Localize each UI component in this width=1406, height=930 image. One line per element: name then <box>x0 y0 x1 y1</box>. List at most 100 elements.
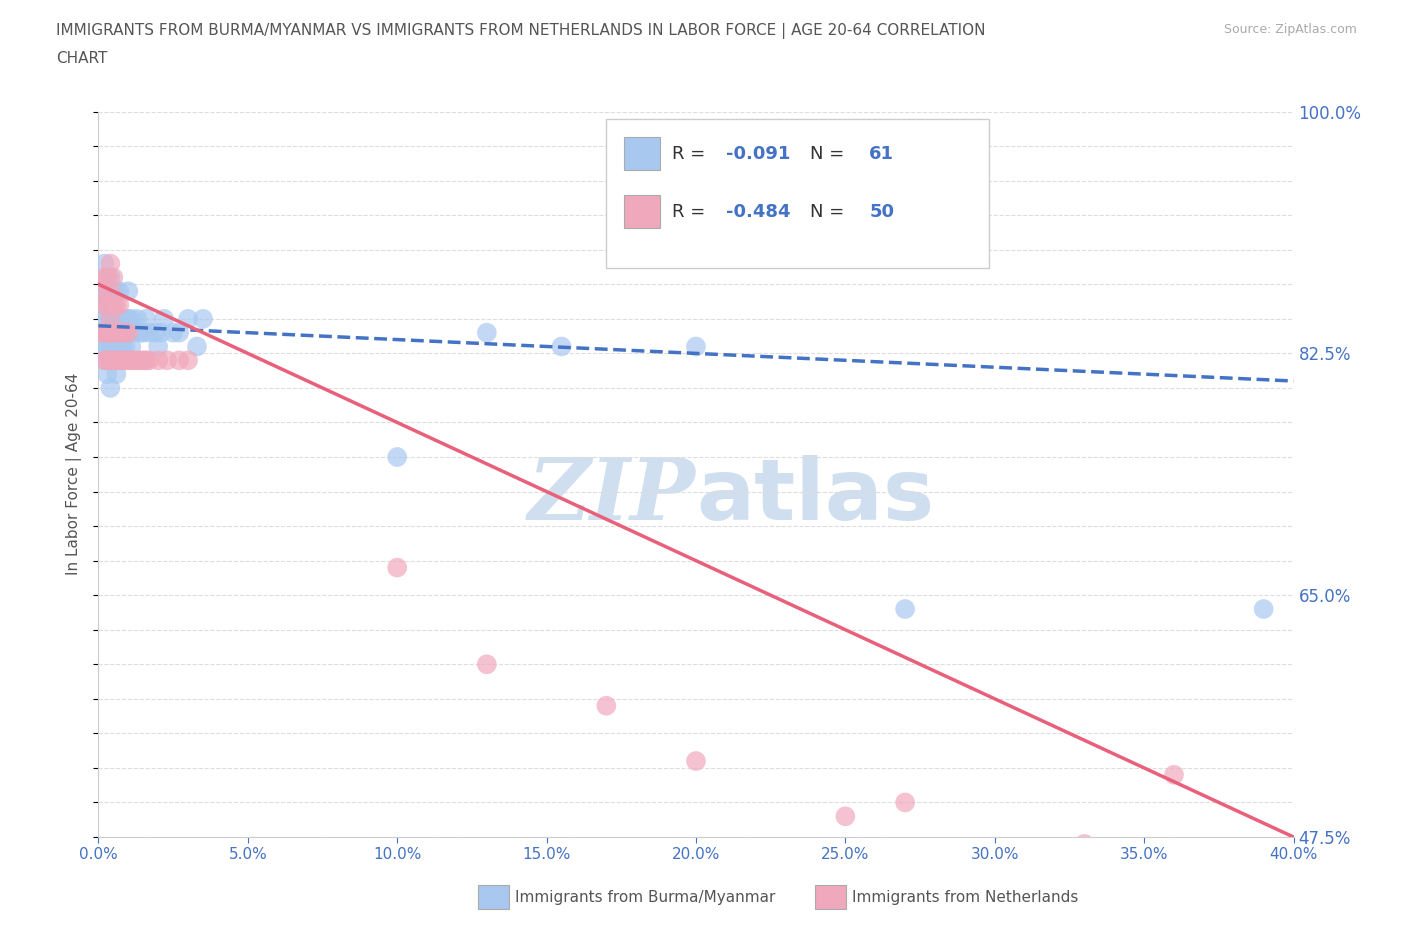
FancyBboxPatch shape <box>606 119 988 268</box>
Point <box>127 312 149 326</box>
Point <box>108 326 131 340</box>
Point <box>132 326 155 340</box>
Point <box>98 352 122 367</box>
Text: Immigrants from Netherlands: Immigrants from Netherlands <box>852 890 1078 905</box>
Point <box>117 352 139 367</box>
Point <box>685 753 707 768</box>
Point <box>117 326 139 340</box>
Point <box>103 284 125 299</box>
Point <box>834 809 856 824</box>
Point <box>98 326 122 340</box>
Point <box>111 326 134 340</box>
Text: -0.091: -0.091 <box>725 145 790 163</box>
Point <box>96 270 118 285</box>
Point <box>103 352 125 367</box>
Point <box>98 339 122 354</box>
Point <box>98 312 122 326</box>
Text: 50: 50 <box>869 203 894 220</box>
Point <box>162 326 184 340</box>
Point <box>93 284 115 299</box>
Point <box>1253 602 1275 617</box>
Text: ZIP: ZIP <box>529 455 696 538</box>
Point <box>127 352 149 367</box>
Point <box>96 298 118 312</box>
Point <box>103 312 125 326</box>
Point <box>1163 767 1185 782</box>
Point <box>96 326 118 340</box>
Point <box>93 352 115 367</box>
Point <box>894 795 917 810</box>
Point <box>98 312 122 326</box>
Point <box>167 326 190 340</box>
Text: Immigrants from Burma/Myanmar: Immigrants from Burma/Myanmar <box>515 890 775 905</box>
Text: R =: R = <box>672 203 711 220</box>
Point <box>103 339 125 354</box>
Text: R =: R = <box>672 145 711 163</box>
Point <box>98 298 122 312</box>
Point <box>138 352 160 367</box>
Point <box>191 312 214 326</box>
Point <box>385 560 409 575</box>
Point <box>93 270 115 285</box>
Point <box>124 352 146 367</box>
Point <box>111 312 134 326</box>
Point <box>117 326 139 340</box>
Point <box>475 657 498 671</box>
Point <box>98 256 122 271</box>
Point <box>111 352 134 367</box>
Point <box>108 298 131 312</box>
Point <box>103 326 125 340</box>
Point <box>129 352 152 367</box>
Point <box>153 312 176 326</box>
Point <box>90 284 112 299</box>
Point <box>148 339 170 354</box>
Point <box>148 352 170 367</box>
Bar <box>624 195 661 228</box>
Point <box>96 366 118 381</box>
Point <box>475 326 498 340</box>
Point <box>93 326 115 340</box>
Text: IMMIGRANTS FROM BURMA/MYANMAR VS IMMIGRANTS FROM NETHERLANDS IN LABOR FORCE | AG: IMMIGRANTS FROM BURMA/MYANMAR VS IMMIGRA… <box>56 23 986 39</box>
Point <box>114 352 136 367</box>
Point <box>90 284 112 299</box>
Point <box>93 256 115 271</box>
Text: Source: ZipAtlas.com: Source: ZipAtlas.com <box>1223 23 1357 36</box>
Point <box>550 339 572 354</box>
Point <box>117 284 139 299</box>
Point <box>108 352 131 367</box>
Text: N =: N = <box>810 203 849 220</box>
Text: N =: N = <box>810 145 849 163</box>
Point <box>120 339 142 354</box>
Point <box>105 326 128 340</box>
Point <box>124 326 146 340</box>
Point <box>129 326 152 340</box>
Y-axis label: In Labor Force | Age 20-64: In Labor Force | Age 20-64 <box>66 373 83 576</box>
Point <box>177 312 200 326</box>
Point <box>98 380 122 395</box>
Point <box>108 339 131 354</box>
Text: CHART: CHART <box>56 51 108 66</box>
Point <box>93 352 115 367</box>
Point <box>96 298 118 312</box>
Point <box>103 298 125 312</box>
Point <box>90 312 112 326</box>
Text: atlas: atlas <box>696 455 934 538</box>
Point <box>105 312 128 326</box>
Point <box>93 312 115 326</box>
Point <box>114 339 136 354</box>
Point <box>90 326 112 340</box>
Point <box>105 366 128 381</box>
Bar <box>624 137 661 169</box>
Point <box>103 352 125 367</box>
Point <box>1073 836 1095 851</box>
Point <box>111 339 134 354</box>
Point <box>114 326 136 340</box>
Point <box>138 326 160 340</box>
Point <box>96 270 118 285</box>
Point <box>156 352 179 367</box>
Text: -0.484: -0.484 <box>725 203 790 220</box>
Text: 61: 61 <box>869 145 894 163</box>
Point <box>167 352 190 367</box>
Point <box>96 339 118 354</box>
Point <box>105 284 128 299</box>
